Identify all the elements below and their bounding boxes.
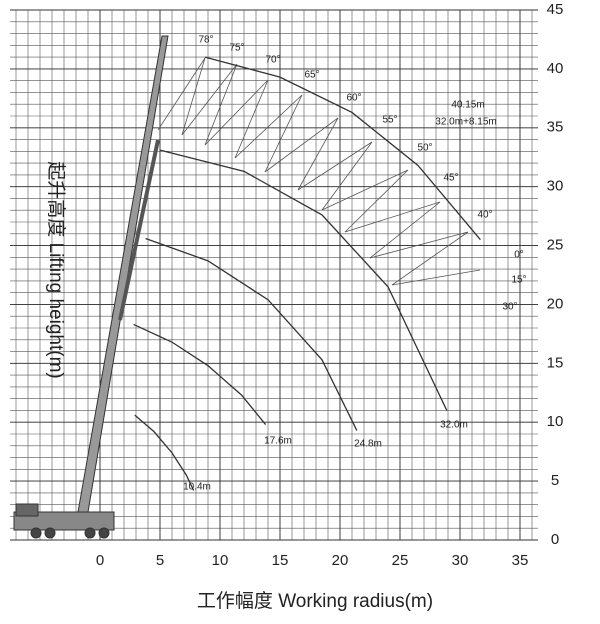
curve-label: 32.0m <box>440 420 468 431</box>
jib-offsets <box>157 57 481 286</box>
x-tick-label: 15 <box>272 552 289 569</box>
angle-label: 40° <box>477 210 492 221</box>
angle-label: 65° <box>304 70 319 81</box>
x-tick-label: 35 <box>512 552 529 569</box>
x-tick-label: 0 <box>96 552 104 569</box>
grid <box>10 9 538 541</box>
angle-label: 70° <box>265 55 280 66</box>
working-range-curve <box>204 56 481 241</box>
curve-label: 24.8m <box>354 439 382 450</box>
boom <box>77 35 169 513</box>
angle-label: 78° <box>198 35 213 46</box>
curve-label: 40.15m <box>451 100 484 111</box>
y-axis-title: 起升高度 Lifting height(m) <box>45 161 67 379</box>
angle-label: 55° <box>382 115 397 126</box>
angle-label: 75° <box>229 43 244 54</box>
working-range-curve <box>159 149 448 411</box>
wheel <box>30 527 42 539</box>
y-tick-label: 5 <box>551 472 559 489</box>
angle-label: 15° <box>511 275 526 286</box>
truck-cab <box>15 503 39 517</box>
y-tick-label: 30 <box>547 178 564 195</box>
crane-drawing <box>13 35 481 539</box>
boom-section <box>118 139 160 321</box>
curve-label: 17.6m <box>264 436 292 447</box>
x-tick-label: 5 <box>156 552 164 569</box>
x-tick-label: 10 <box>212 552 229 569</box>
x-tick-label: 25 <box>392 552 409 569</box>
angle-label: 50° <box>417 143 432 154</box>
angle-label: 60° <box>346 93 361 104</box>
annotation: 32.0m+8.15m <box>435 117 496 128</box>
y-tick-label: 35 <box>547 119 564 136</box>
wheel <box>44 527 56 539</box>
x-tick-label: 20 <box>332 552 349 569</box>
truck-body <box>13 511 115 531</box>
x-axis-title: 工作幅度 Working radius(m) <box>197 590 433 612</box>
wheel <box>84 527 96 539</box>
working-range-curve <box>134 414 195 491</box>
working-range-curve <box>145 237 358 431</box>
y-tick-label: 45 <box>547 1 564 18</box>
y-tick-label: 25 <box>547 237 564 254</box>
angle-label: 0° <box>514 250 524 261</box>
wheel <box>98 527 110 539</box>
y-tick-label: 0 <box>551 531 559 548</box>
angle-label: 30° <box>502 302 517 313</box>
plot: 0 5 10 15 20 25 30 35 0 5 10 15 20 25 30 35 40 45 10.4m 17.… <box>96 1 564 569</box>
working-range-curve <box>133 323 267 425</box>
x-tick-label: 30 <box>452 552 469 569</box>
y-tick-label: 15 <box>547 354 564 371</box>
angle-label: 45° <box>443 173 458 184</box>
y-tick-label: 10 <box>547 413 564 430</box>
curve-label: 10.4m <box>183 482 211 493</box>
y-tick-label: 20 <box>547 295 564 312</box>
y-tick-label: 40 <box>547 60 564 77</box>
